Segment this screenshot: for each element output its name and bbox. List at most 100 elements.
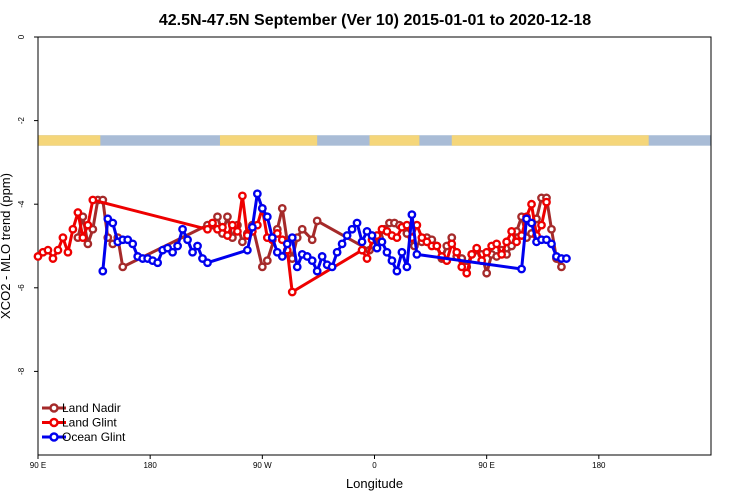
data-point (228, 220, 237, 230)
data-point (237, 191, 247, 201)
data-point (213, 212, 222, 222)
y-tick-label: -4 (17, 200, 26, 208)
data-point (312, 266, 322, 276)
legend-label: Land Glint (62, 416, 117, 430)
x-axis: 90 E 180 90 W 0 90 E 180 (30, 455, 606, 470)
legend-item: Land Glint (42, 416, 117, 430)
data-point (327, 262, 337, 272)
data-point (387, 256, 397, 266)
data-point (507, 226, 516, 236)
data-point (557, 262, 566, 272)
data-point (297, 224, 307, 234)
data-point (452, 247, 462, 257)
data-point (247, 222, 257, 232)
series-ocean-glint (98, 189, 571, 276)
y-tick-label: 0 (17, 34, 26, 39)
data-point (527, 199, 536, 209)
data-point (392, 266, 402, 276)
data-point (517, 264, 526, 274)
data-point (233, 226, 242, 236)
land-ocean-band (38, 135, 711, 146)
data-point (223, 212, 232, 222)
data-point (337, 239, 347, 249)
data-point (287, 233, 297, 243)
data-point (73, 208, 83, 217)
data-point (512, 237, 521, 247)
land-segment (451, 135, 649, 146)
data-point (492, 239, 502, 249)
land-segment (369, 135, 420, 146)
data-point (262, 256, 272, 266)
data-point (108, 218, 118, 228)
data-point (203, 224, 212, 234)
data-point (153, 258, 163, 268)
data-point (347, 224, 357, 234)
data-point (312, 216, 322, 226)
series-land-glint (33, 191, 551, 297)
y-tick-label: -2 (17, 116, 26, 124)
data-point (372, 243, 382, 253)
data-point (502, 237, 512, 247)
data-point (242, 245, 252, 255)
data-point (402, 262, 412, 272)
data-point (332, 247, 342, 257)
data-point (128, 239, 138, 249)
data-point (282, 239, 292, 249)
data-point (252, 189, 262, 199)
data-point (98, 266, 108, 276)
data-point (467, 249, 477, 259)
y-axis-label: XCO2 - MLO trend (ppm) (0, 173, 13, 319)
data-point (173, 241, 182, 251)
x-axis-label: Longitude (346, 476, 403, 491)
data-point (402, 220, 412, 230)
data-point (562, 254, 571, 263)
data-point (352, 218, 362, 228)
y-tick-label: -6 (17, 284, 26, 292)
data-point (537, 220, 546, 230)
land-segment (38, 135, 101, 146)
x-tick-label: 180 (592, 461, 606, 470)
data-point (277, 203, 287, 213)
data-point (48, 254, 58, 263)
x-tick-label: 180 (143, 461, 157, 470)
data-point (547, 224, 556, 234)
data-point (193, 241, 202, 251)
data-point (542, 197, 551, 207)
data-point (292, 262, 302, 272)
data-point (547, 239, 556, 249)
data-point (382, 247, 392, 257)
data-point (497, 249, 507, 259)
data-point (83, 239, 93, 249)
data-point (267, 233, 277, 243)
data-point (362, 254, 372, 263)
data-point (237, 237, 247, 247)
x-tick-label: 90 W (253, 461, 272, 470)
data-point (447, 239, 457, 249)
data-point (78, 233, 88, 243)
x-tick-label: 90 E (478, 461, 494, 470)
series-layer (33, 189, 571, 297)
legend-swatch-marker (49, 417, 59, 428)
data-point (307, 256, 317, 266)
legend-label: Ocean Glint (62, 430, 126, 444)
data-point (203, 258, 212, 268)
data-point (392, 233, 402, 243)
data-point (188, 247, 197, 257)
data-point (58, 233, 68, 243)
data-point (178, 224, 187, 234)
data-point (88, 195, 98, 205)
data-point (83, 220, 93, 230)
data-point (482, 247, 492, 257)
data-point (397, 247, 407, 257)
data-point (482, 268, 492, 278)
data-point (342, 231, 352, 240)
land-segment (219, 135, 318, 146)
y-axis: 0 -2 -4 -6 -8 (17, 34, 38, 375)
data-point (223, 231, 232, 240)
data-point (43, 245, 53, 255)
data-point (357, 245, 367, 255)
data-point (457, 262, 467, 272)
data-point (407, 210, 417, 220)
data-point (412, 249, 422, 259)
